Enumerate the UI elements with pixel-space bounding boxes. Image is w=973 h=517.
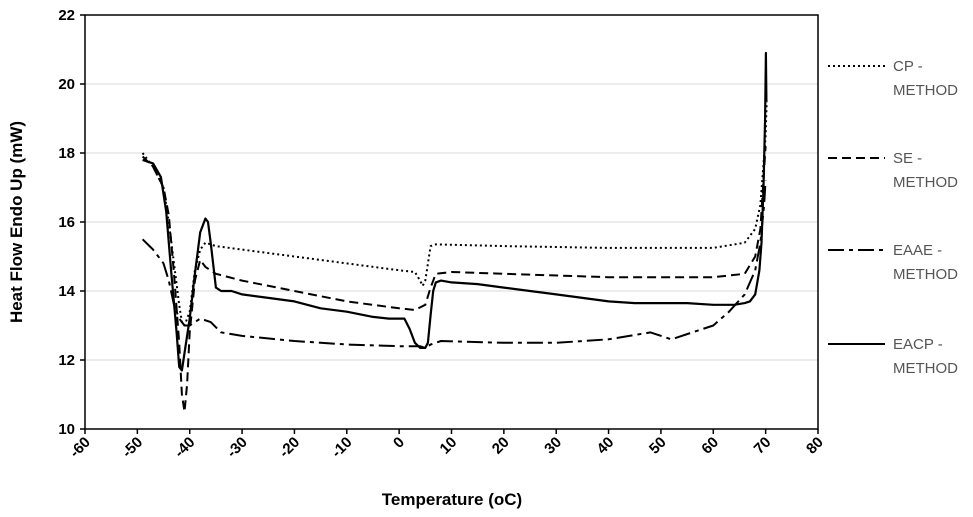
series-layer: [141, 51, 768, 413]
x-tick-label: 20: [489, 434, 513, 458]
x-tick-label: -10: [328, 434, 355, 461]
legend: CP - METHOD SE - METHOD EAAE - METHOD EACP - ME…: [828, 58, 958, 377]
series-line-3: [142, 51, 768, 372]
y-axis-ticks: 10 12 14 16 18 20 22: [58, 7, 85, 438]
x-tick-label: 50: [646, 434, 670, 458]
y-tick-label: 16: [58, 214, 75, 231]
y-axis-title: Heat Flow Endo Up (mW): [7, 121, 26, 323]
x-tick-label: 30: [541, 434, 565, 458]
y-tick-label: 14: [58, 283, 75, 300]
x-tick-label: 60: [698, 434, 722, 458]
x-tick-label: -20: [276, 434, 303, 461]
y-tick-label: 10: [58, 421, 75, 438]
gridlines: [85, 83, 818, 361]
series-line-0: [141, 101, 768, 327]
legend-label-2: METHOD: [893, 266, 958, 283]
series-line-2: [141, 180, 767, 349]
x-tick-label: 80: [803, 434, 827, 458]
x-tick-label: 0: [390, 434, 408, 452]
y-tick-label: 20: [58, 76, 75, 93]
legend-label-2: EAAE -: [893, 242, 942, 259]
x-tick-label: -40: [171, 434, 198, 461]
x-tick-label: 40: [594, 434, 618, 458]
x-axis-ticks: -60 -50 -40 -30 -20 -10 0 10 20 30 40 50 60 70 80: [66, 429, 827, 461]
legend-label-3: EACP -: [893, 336, 943, 353]
y-tick-label: 12: [58, 352, 75, 369]
y-tick-label: 22: [58, 7, 75, 24]
x-tick-label: 10: [437, 434, 461, 458]
y-tick-label: 18: [58, 145, 75, 162]
x-tick-label: 70: [751, 434, 775, 458]
legend-label-0: CP -: [893, 58, 923, 75]
legend-label-0: METHOD: [893, 82, 958, 99]
x-axis-title: Temperature (oC): [382, 490, 522, 509]
legend-label-3: METHOD: [893, 360, 958, 377]
x-tick-label: -50: [119, 434, 146, 461]
series-line-1: [141, 146, 767, 413]
legend-label-1: METHOD: [893, 174, 958, 191]
legend-label-1: SE -: [893, 150, 922, 167]
x-tick-label: -30: [224, 434, 251, 461]
